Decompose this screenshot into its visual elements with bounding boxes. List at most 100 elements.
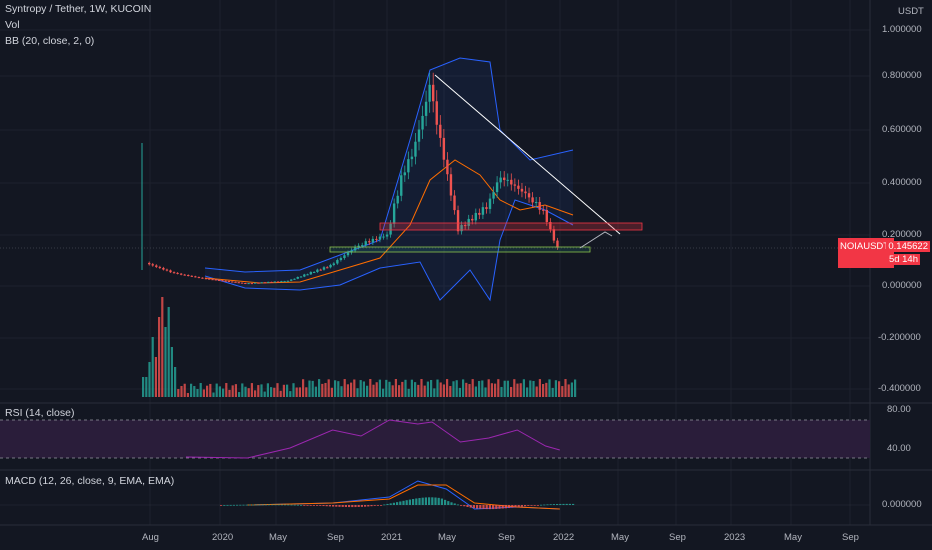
volume-bar [174, 367, 177, 397]
macd-histogram-bar [562, 503, 565, 505]
volume-bar [222, 388, 225, 397]
volume-bar [394, 379, 397, 397]
macd-histogram-bar [293, 504, 296, 506]
candle [227, 281, 231, 283]
volume-bar [554, 380, 557, 397]
volume-bar [458, 387, 461, 397]
volume-bar [154, 357, 157, 397]
time-tick: 2022 [553, 532, 575, 543]
candle [499, 177, 502, 183]
volume-bar [551, 387, 554, 397]
candle [357, 245, 360, 248]
volume-bar [346, 384, 349, 397]
macd-histogram-bar [463, 505, 466, 507]
candle [240, 282, 244, 284]
candle [172, 272, 176, 274]
macd-histogram-bar [488, 505, 491, 510]
candle [488, 198, 492, 209]
volume-bar [215, 383, 218, 397]
macd-legend: MACD (12, 26, close, 9, EMA, EMA) [5, 475, 175, 487]
volume-bar [503, 380, 506, 397]
macd-histogram-bar [344, 505, 347, 508]
candle [463, 225, 467, 227]
volume-bar [487, 379, 490, 397]
macd-histogram-bar [367, 505, 370, 507]
volume-bar [570, 382, 573, 397]
macd-histogram-bar [226, 504, 229, 506]
candle [385, 234, 389, 237]
volume-bar [308, 380, 311, 397]
macd-histogram-bar [460, 505, 463, 506]
macd-histogram-bar [364, 505, 367, 507]
candle [417, 129, 421, 142]
macd-histogram-bar [255, 504, 258, 506]
macd-histogram-bar [408, 499, 411, 505]
time-tick: 2023 [724, 532, 746, 543]
macd-histogram-bar [248, 504, 251, 506]
macd-histogram-bar [479, 505, 482, 509]
macd-histogram-bar [511, 505, 514, 508]
candle [179, 273, 183, 275]
projection-path [579, 231, 613, 249]
bb-lower-band [204, 199, 574, 302]
candle [158, 266, 162, 268]
volume-bar [218, 386, 221, 397]
candle [169, 270, 172, 273]
candle [247, 283, 250, 285]
badge-value: 0.145622 [886, 241, 930, 252]
macd-histogram-bar [540, 504, 543, 506]
candle [534, 202, 538, 204]
volume-bar [321, 383, 324, 397]
candle [339, 258, 343, 261]
price-tick: 0.400000 [882, 177, 922, 188]
price-tick: 0.200000 [882, 229, 922, 240]
time-tick: 2021 [381, 532, 403, 543]
macd-histogram-bar [559, 503, 562, 505]
volume-bar [382, 388, 385, 397]
volume-bar [542, 384, 545, 397]
volume-bar [270, 387, 273, 397]
macd-histogram-bar [236, 504, 239, 506]
volume-bar [183, 383, 186, 397]
rsi-band-fill [0, 420, 870, 458]
macd-histogram-bar [485, 505, 488, 510]
volume-bar [190, 383, 193, 397]
candle [201, 277, 204, 279]
rsi-tick: 80.00 [887, 404, 911, 415]
volume-bar [497, 379, 500, 397]
macd-histogram-bar [351, 505, 354, 508]
macd-histogram-bar [431, 497, 434, 505]
price-tick: 0.600000 [882, 124, 922, 135]
volume-bar [375, 382, 378, 397]
macd-histogram-bar [415, 498, 418, 505]
volume-bar [532, 380, 535, 397]
candle [244, 283, 247, 285]
volume-bar [481, 380, 484, 397]
candle [187, 275, 190, 277]
candle [471, 218, 474, 221]
candle [250, 283, 254, 285]
volume-bar [506, 380, 509, 397]
candle [371, 238, 375, 243]
volume-bar [529, 380, 532, 397]
volume-bar [388, 381, 391, 397]
macd-histogram-bar [424, 497, 427, 505]
volume-bar [455, 380, 458, 397]
volume-bar [561, 386, 564, 397]
candle [403, 172, 406, 176]
macd-histogram-bar [405, 500, 408, 505]
volume-bar [196, 389, 199, 397]
candle [280, 281, 283, 283]
macd-histogram-bar [546, 504, 549, 506]
volume-bar [564, 379, 567, 397]
volume-bar [574, 379, 577, 397]
candle [382, 236, 385, 238]
candle [456, 210, 460, 232]
macd-histogram-bar [572, 503, 575, 505]
bb-basis [204, 159, 574, 284]
macd-histogram-bar [376, 505, 379, 506]
price-tick: 0.000000 [882, 280, 922, 291]
macd-histogram-bar [287, 504, 290, 506]
macd-histogram-bar [434, 497, 437, 505]
